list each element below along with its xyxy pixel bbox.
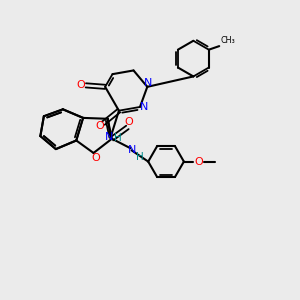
Text: N: N: [144, 78, 152, 88]
Text: N: N: [140, 102, 148, 112]
Text: N: N: [105, 132, 113, 142]
Text: O: O: [124, 117, 133, 127]
Text: O: O: [76, 80, 85, 90]
Text: O: O: [194, 157, 203, 166]
Text: O: O: [91, 153, 100, 163]
Text: CH₃: CH₃: [220, 36, 235, 45]
Text: N: N: [128, 145, 136, 155]
Text: H: H: [114, 133, 122, 143]
Text: H: H: [136, 152, 144, 161]
Text: O: O: [95, 121, 104, 131]
